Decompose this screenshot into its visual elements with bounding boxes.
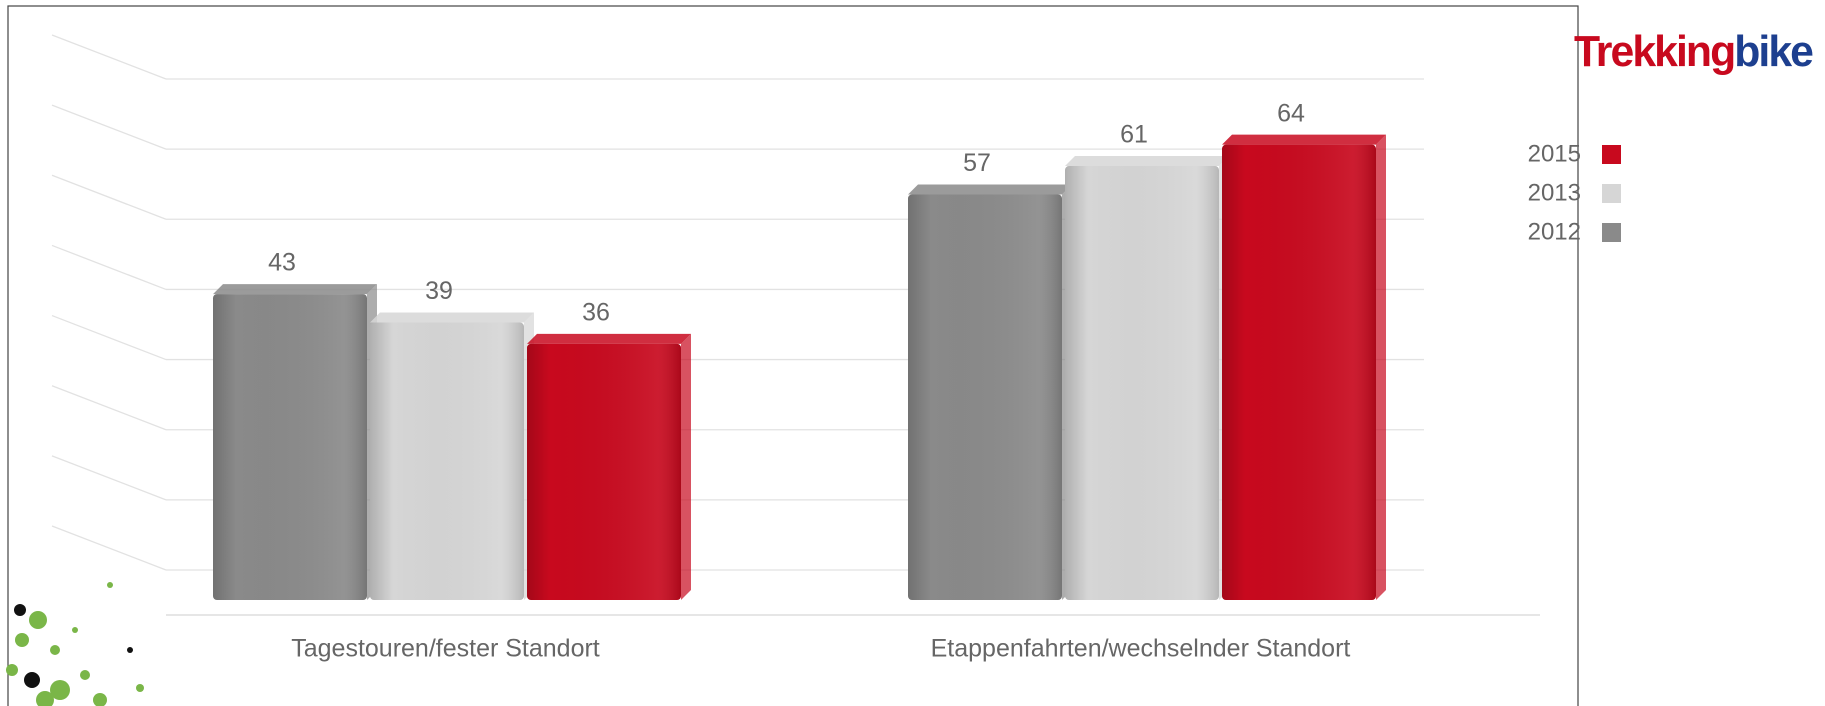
logo: Trekkingbike	[1574, 27, 1813, 76]
bar-side	[1376, 134, 1386, 600]
logo-part: bike	[1734, 27, 1812, 76]
bar-side	[681, 333, 691, 600]
bar-shade	[213, 294, 367, 600]
bar-shade	[527, 343, 681, 600]
bar-shade	[1222, 144, 1376, 600]
bar-shade	[1065, 166, 1219, 600]
data-label: 57	[963, 149, 991, 177]
legend-label: 2015	[1528, 140, 1581, 167]
legend-swatch	[1602, 184, 1621, 203]
legend-swatch	[1602, 145, 1621, 164]
wall-grid-line	[51, 104, 167, 150]
logo-part: Trekking	[1574, 27, 1734, 76]
legend-swatch	[1602, 223, 1621, 242]
wall-grid-line	[51, 34, 167, 80]
bar-shade	[908, 194, 1062, 600]
x-tick-label: Tagestouren/fester Standort	[291, 635, 600, 663]
wall-grid-line	[51, 244, 167, 291]
bar-top	[1222, 134, 1386, 145]
legend-label: 2012	[1528, 218, 1581, 245]
x-tick-label: Etappenfahrten/wechselnder Standort	[931, 635, 1351, 663]
bar-shade	[370, 322, 524, 600]
plot-frame	[7, 5, 1579, 706]
wall-grid-line	[51, 314, 167, 361]
splatter	[6, 582, 144, 706]
data-label: 43	[268, 249, 296, 277]
bar-top	[908, 184, 1072, 195]
wall-grid-line	[51, 525, 167, 571]
wall-grid-line	[51, 455, 167, 501]
bar-top	[370, 312, 534, 323]
bar-top	[213, 284, 377, 295]
bar-top	[1065, 156, 1229, 167]
wall-grid-line	[51, 385, 167, 431]
wall-grid-line	[51, 174, 167, 220]
data-label: 64	[1277, 99, 1305, 127]
bar-top	[527, 333, 691, 344]
data-label: 61	[1120, 121, 1148, 149]
data-label: 36	[582, 298, 610, 326]
legend-label: 2013	[1528, 179, 1581, 206]
data-label: 39	[425, 277, 453, 305]
